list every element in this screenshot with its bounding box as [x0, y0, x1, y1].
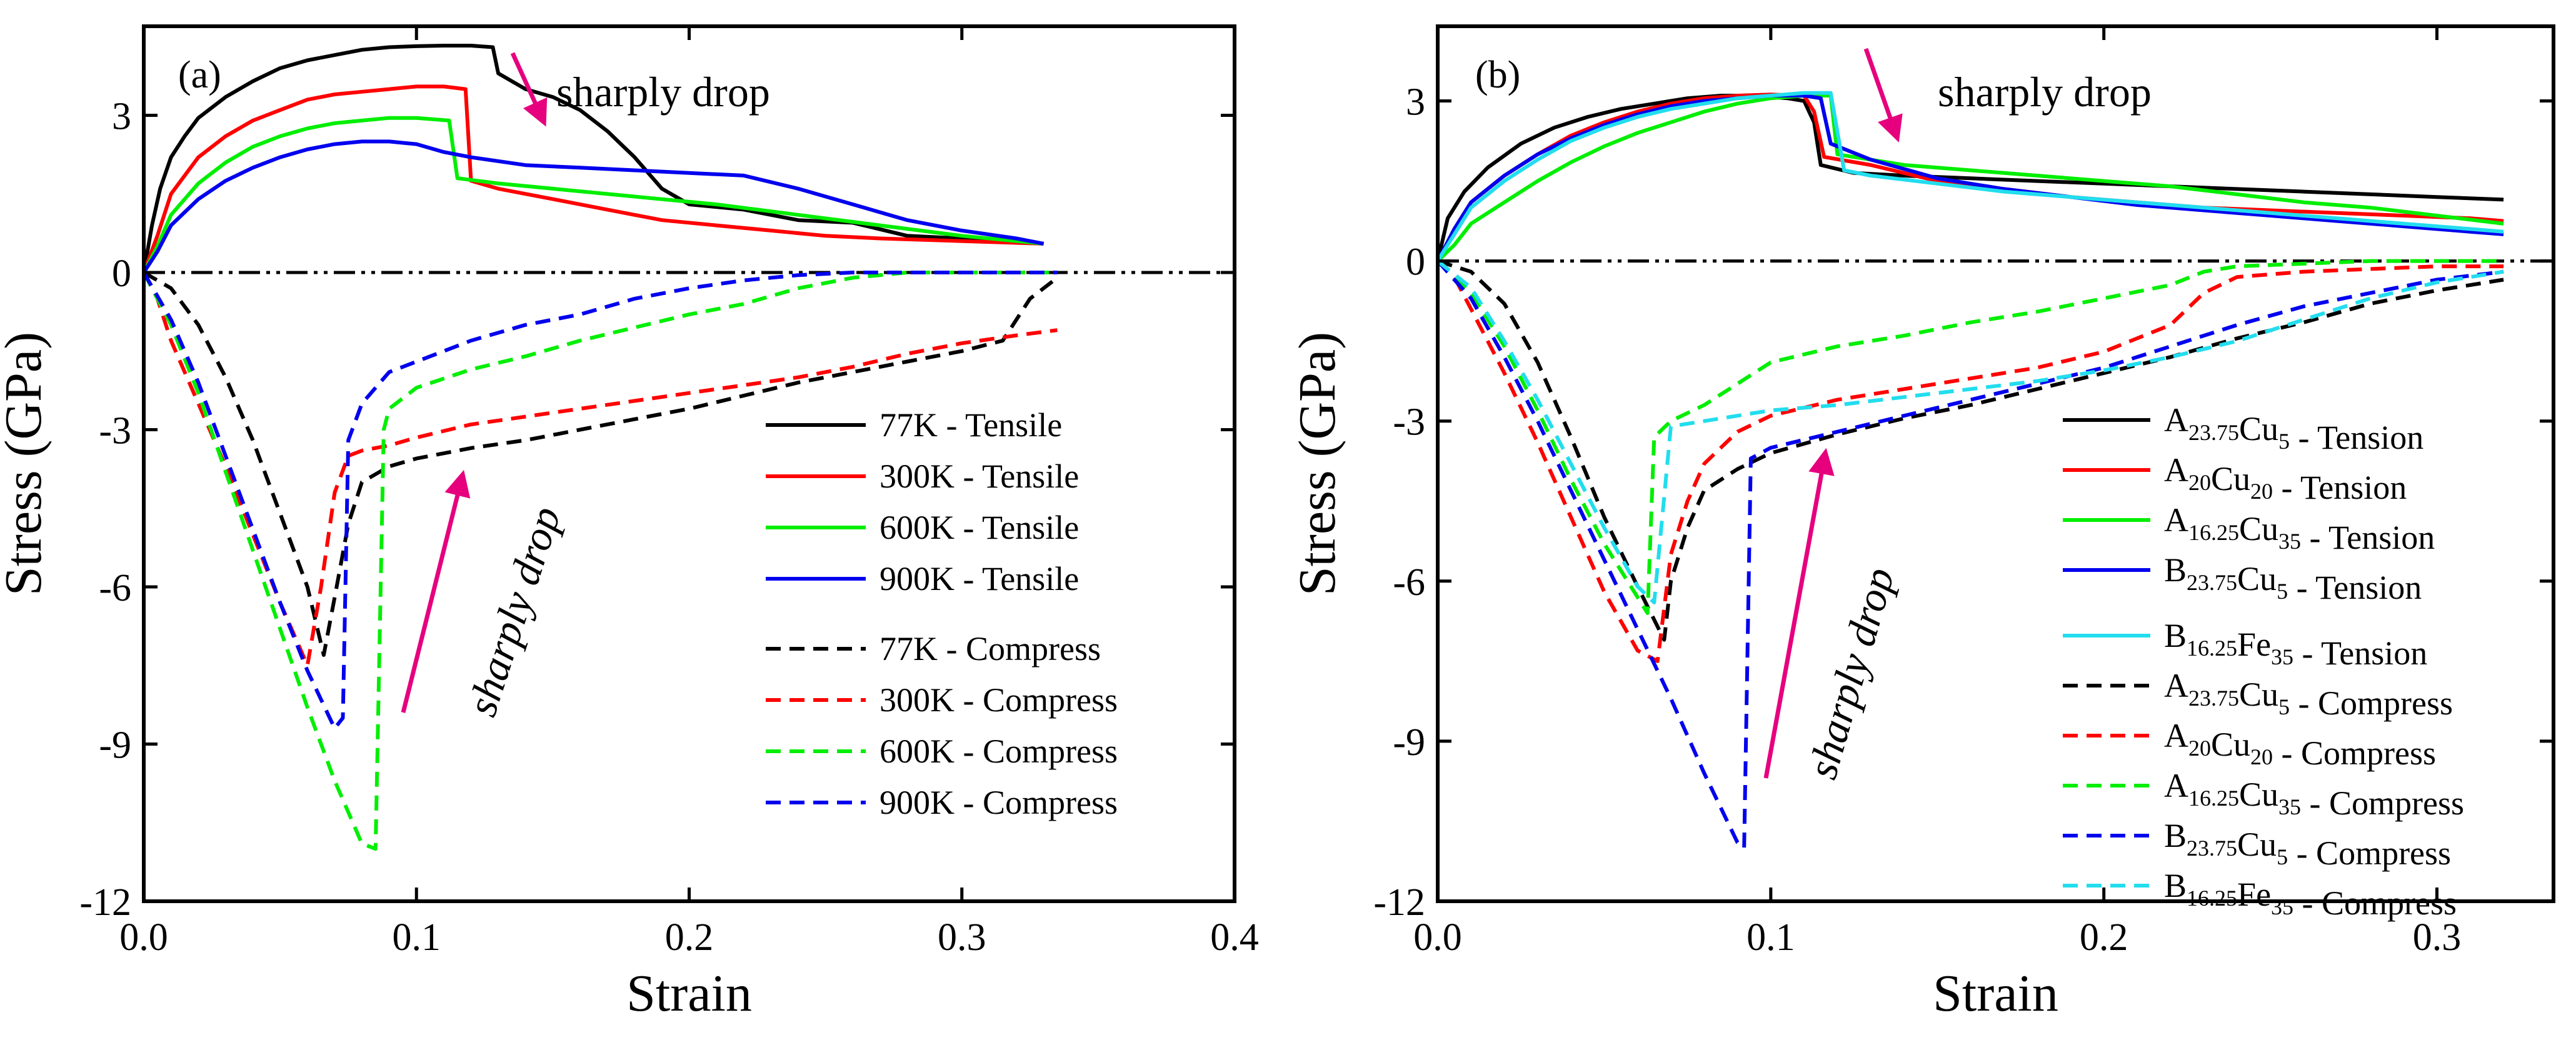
y-tick-label: -3 [1393, 401, 1425, 444]
legend-entry: 900K - Compress [880, 784, 1118, 821]
y-tick-label: -6 [99, 567, 131, 609]
series-line-4 [1438, 91, 2504, 262]
y-tick-label: -3 [99, 410, 131, 452]
series-line-3 [1438, 94, 2504, 262]
series-line-6 [1438, 259, 2504, 663]
annotation-arrow [1863, 48, 1903, 142]
panel-b: 0.0 0.1 0.2 0.3 3 0 -3 -6 -9 -12 Strain Stress (GPa… [1288, 24, 2555, 1022]
legend-entry: A23.75Cu5 - Compress [2164, 667, 2453, 722]
legend-entry: A20Cu20 - Tension [2164, 451, 2407, 506]
panel-label: (a) [178, 54, 221, 96]
y-axis-title: Stress (GPa) [1288, 332, 1346, 596]
legend-entry: 77K - Compress [880, 630, 1101, 668]
x-tick-label: 0.3 [938, 916, 986, 959]
x-tick-label: 0.4 [1210, 916, 1259, 959]
y-axis-title: Stress (GPa) [0, 332, 53, 596]
legend-entry: A20Cu20 - Compress [2164, 717, 2436, 772]
series-line-7 [144, 271, 1058, 731]
x-tick-label: 0.2 [665, 916, 714, 959]
annotation-arrow [1763, 448, 1835, 779]
series-line-9 [1438, 259, 2504, 604]
series-line-5 [144, 271, 1058, 668]
series-line-3 [144, 139, 1045, 274]
legend-entry: B23.75Cu5 - Compress [2164, 817, 2451, 872]
panel-label: (b) [1475, 54, 1520, 96]
y-tick-label: 0 [112, 252, 131, 295]
y-tick-label: -12 [79, 881, 131, 924]
y-tick-label: -6 [1393, 561, 1425, 604]
panel-a: 0.0 0.1 0.2 0.3 0.4 3 0 -3 -6 -9 -12 Strain Stress (… [0, 24, 1259, 1022]
x-axis-title: Strain [626, 964, 752, 1022]
legend-entry: B16.25Fe35 - Compress [2164, 867, 2457, 922]
series-line-0 [1438, 94, 2504, 262]
plot-frame [1436, 24, 2555, 903]
x-tick-label: 0.3 [2413, 916, 2462, 959]
annotation-arrow [510, 52, 548, 127]
x-tick-label: 0.0 [1413, 916, 1462, 959]
y-tick-label: 0 [1406, 241, 1425, 284]
series-line-7 [1438, 259, 2504, 615]
legend-entry: 900K - Tensile [880, 560, 1079, 598]
legend-entry: A16.25Cu35 - Compress [2164, 767, 2464, 822]
series-line-2 [144, 116, 1044, 274]
x-tick-label: 0.2 [2080, 916, 2128, 959]
annotation-text: sharply drop [458, 501, 569, 721]
y-tick-label: 3 [1406, 81, 1425, 124]
annotation-text: sharply drop [1798, 562, 1903, 784]
x-tick-label: 0.1 [1747, 916, 1795, 959]
legend-entry: 300K - Compress [880, 681, 1118, 719]
series-line-1 [144, 84, 1044, 274]
legend-entry: B16.25Fe35 - Tension [2164, 617, 2427, 672]
series-line-0 [144, 44, 1044, 273]
legend-entry: 300K - Tensile [880, 458, 1079, 495]
series-line-4 [144, 271, 1059, 657]
x-tick-label: 0.1 [393, 916, 441, 959]
x-tick-label: 0.0 [119, 916, 168, 959]
series-line-8 [1438, 259, 2504, 850]
x-axis-title: Strain [1933, 964, 2058, 1022]
y-tick-label: 3 [112, 96, 131, 138]
y-tick-label: -12 [1373, 881, 1425, 924]
y-tick-label: -9 [99, 724, 131, 767]
legend-entry: 600K - Tensile [880, 509, 1079, 546]
annotation-text: sharply drop [1938, 68, 2152, 116]
series-line-6 [144, 271, 1058, 851]
y-tick-label: -9 [1393, 721, 1425, 764]
annotation-arrow [401, 469, 471, 713]
legend-entry: A23.75Cu5 - Tension [2164, 401, 2423, 456]
annotation-text: sharply drop [556, 68, 770, 116]
legend-entry: 77K - Tensile [880, 406, 1062, 444]
legend-entry: A16.25Cu35 - Tension [2164, 501, 2435, 556]
legend-entry: B23.75Cu5 - Tension [2164, 551, 2422, 606]
legend-entry: 600K - Compress [880, 732, 1118, 770]
